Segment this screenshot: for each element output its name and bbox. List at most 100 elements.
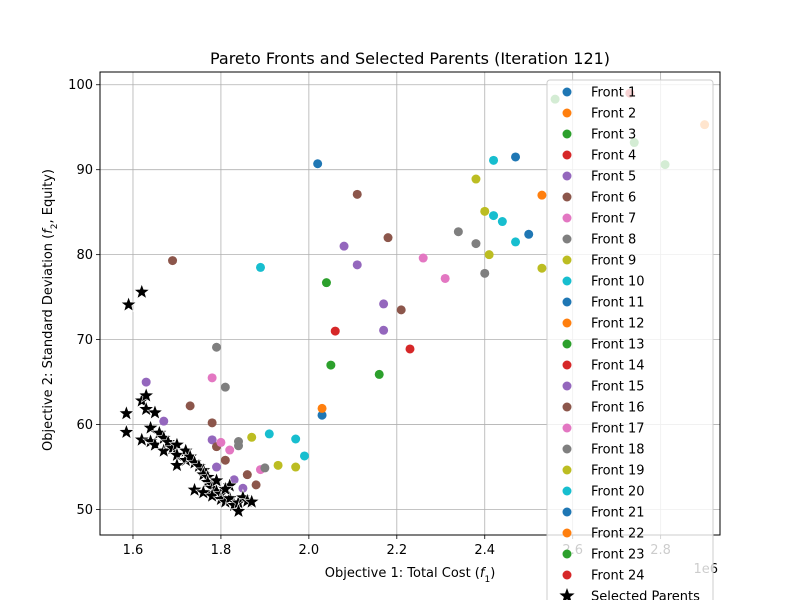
legend-marker bbox=[562, 213, 572, 223]
data-point bbox=[291, 434, 301, 444]
data-point bbox=[339, 241, 349, 251]
data-point bbox=[317, 410, 327, 420]
x-axis-label: Objective 1: Total Cost (f1) bbox=[325, 566, 496, 585]
data-point bbox=[480, 206, 490, 216]
data-point bbox=[374, 369, 384, 379]
data-point bbox=[440, 273, 450, 283]
chart-title: Pareto Fronts and Selected Parents (Iter… bbox=[210, 49, 610, 68]
legend-label: Front 22 bbox=[591, 527, 645, 542]
x-axis-label-symbol: f bbox=[480, 566, 487, 581]
legend-label: Front 3 bbox=[591, 128, 636, 143]
data-point bbox=[471, 239, 481, 249]
selected-parent-marker bbox=[230, 502, 247, 519]
data-point bbox=[238, 483, 248, 493]
data-point bbox=[159, 416, 169, 426]
y-tick-label: 50 bbox=[76, 503, 93, 518]
legend-label: Front 8 bbox=[591, 233, 636, 248]
data-point bbox=[264, 429, 274, 439]
selected-parent-marker bbox=[186, 481, 203, 498]
data-point bbox=[291, 462, 301, 472]
data-point bbox=[207, 435, 217, 445]
data-point bbox=[379, 325, 389, 335]
data-point bbox=[453, 227, 463, 237]
selected-parent-marker bbox=[133, 283, 151, 300]
x-tick-label: 1.6 bbox=[123, 543, 144, 558]
legend-marker-selected bbox=[559, 588, 575, 600]
data-point bbox=[352, 189, 362, 199]
selected-parent-marker bbox=[216, 480, 234, 497]
data-point bbox=[480, 268, 490, 278]
legend-marker bbox=[562, 570, 572, 580]
legend-label: Front 14 bbox=[591, 359, 645, 374]
legend-marker bbox=[562, 528, 572, 538]
legend-label: Front 9 bbox=[591, 254, 636, 269]
selected-parent-marker bbox=[133, 430, 151, 448]
legend-marker bbox=[562, 108, 572, 118]
data-point bbox=[484, 250, 494, 260]
data-point bbox=[537, 190, 547, 200]
legend-label: Front 20 bbox=[591, 485, 645, 500]
data-point bbox=[379, 299, 389, 309]
legend-marker bbox=[562, 276, 572, 286]
data-point bbox=[212, 342, 222, 352]
x-axis-label-end: ) bbox=[490, 566, 495, 581]
selected-parent-marker bbox=[117, 423, 135, 440]
y-axis-label-symbol: f bbox=[41, 227, 56, 234]
data-point bbox=[418, 253, 428, 263]
x-tick-label: 2.2 bbox=[386, 543, 407, 558]
data-point bbox=[352, 260, 362, 270]
x-axis-label-main: Objective 1: Total Cost ( bbox=[325, 566, 480, 581]
y-tick-label: 100 bbox=[68, 78, 93, 93]
data-point bbox=[273, 460, 283, 470]
selected-parent-marker bbox=[142, 419, 160, 436]
legend-marker bbox=[562, 150, 572, 160]
x-tick-label: 1.8 bbox=[211, 543, 232, 558]
data-point bbox=[471, 174, 481, 184]
legend-label: Front 16 bbox=[591, 401, 645, 416]
legend: Front 1 Front 2 Front 3 Front 4 Front 5 Front… bbox=[546, 79, 714, 600]
data-point bbox=[251, 480, 261, 490]
data-point bbox=[326, 360, 336, 370]
legend-label: Front 7 bbox=[591, 212, 636, 227]
data-point bbox=[220, 455, 230, 465]
data-point bbox=[396, 305, 406, 315]
legend-marker bbox=[562, 444, 572, 454]
selected-parent-marker bbox=[117, 404, 135, 421]
data-point bbox=[317, 403, 327, 413]
legend-marker bbox=[562, 318, 572, 328]
selected-parent-marker bbox=[243, 492, 261, 510]
data-point bbox=[299, 451, 309, 461]
x-tick-label: 2.0 bbox=[299, 543, 320, 558]
legend-label: Front 24 bbox=[591, 569, 645, 584]
legend-marker bbox=[562, 171, 572, 181]
legend-marker bbox=[562, 255, 572, 265]
legend-label: Front 2 bbox=[591, 107, 636, 122]
data-point bbox=[497, 217, 507, 227]
legend-label: Front 10 bbox=[591, 275, 645, 290]
x-axis-label-subscript: 1 bbox=[484, 575, 490, 585]
data-point bbox=[220, 382, 230, 392]
selected-parent-marker bbox=[194, 483, 212, 500]
data-point bbox=[511, 152, 521, 162]
data-point bbox=[247, 432, 257, 442]
data-point bbox=[321, 278, 331, 288]
selected-parent-marker bbox=[120, 295, 138, 312]
data-point bbox=[330, 326, 340, 336]
y-tick-label: 60 bbox=[76, 418, 93, 433]
legend-marker bbox=[562, 192, 572, 202]
selected-parent-marker bbox=[208, 471, 225, 488]
legend-label: Front 11 bbox=[591, 296, 645, 311]
selected-parent-marker bbox=[221, 489, 239, 506]
y-tick-label: 80 bbox=[76, 248, 93, 263]
legend-marker bbox=[562, 360, 572, 370]
legend-label: Front 6 bbox=[591, 191, 636, 206]
y-tick-label: 90 bbox=[76, 163, 93, 178]
data-point bbox=[537, 263, 547, 273]
legend-label: Front 21 bbox=[591, 506, 645, 521]
legend-marker bbox=[562, 87, 572, 97]
legend-marker bbox=[562, 465, 572, 475]
legend-label: Front 1 bbox=[591, 86, 636, 101]
data-point bbox=[383, 233, 393, 243]
data-point bbox=[489, 211, 499, 221]
legend-marker bbox=[562, 339, 572, 349]
